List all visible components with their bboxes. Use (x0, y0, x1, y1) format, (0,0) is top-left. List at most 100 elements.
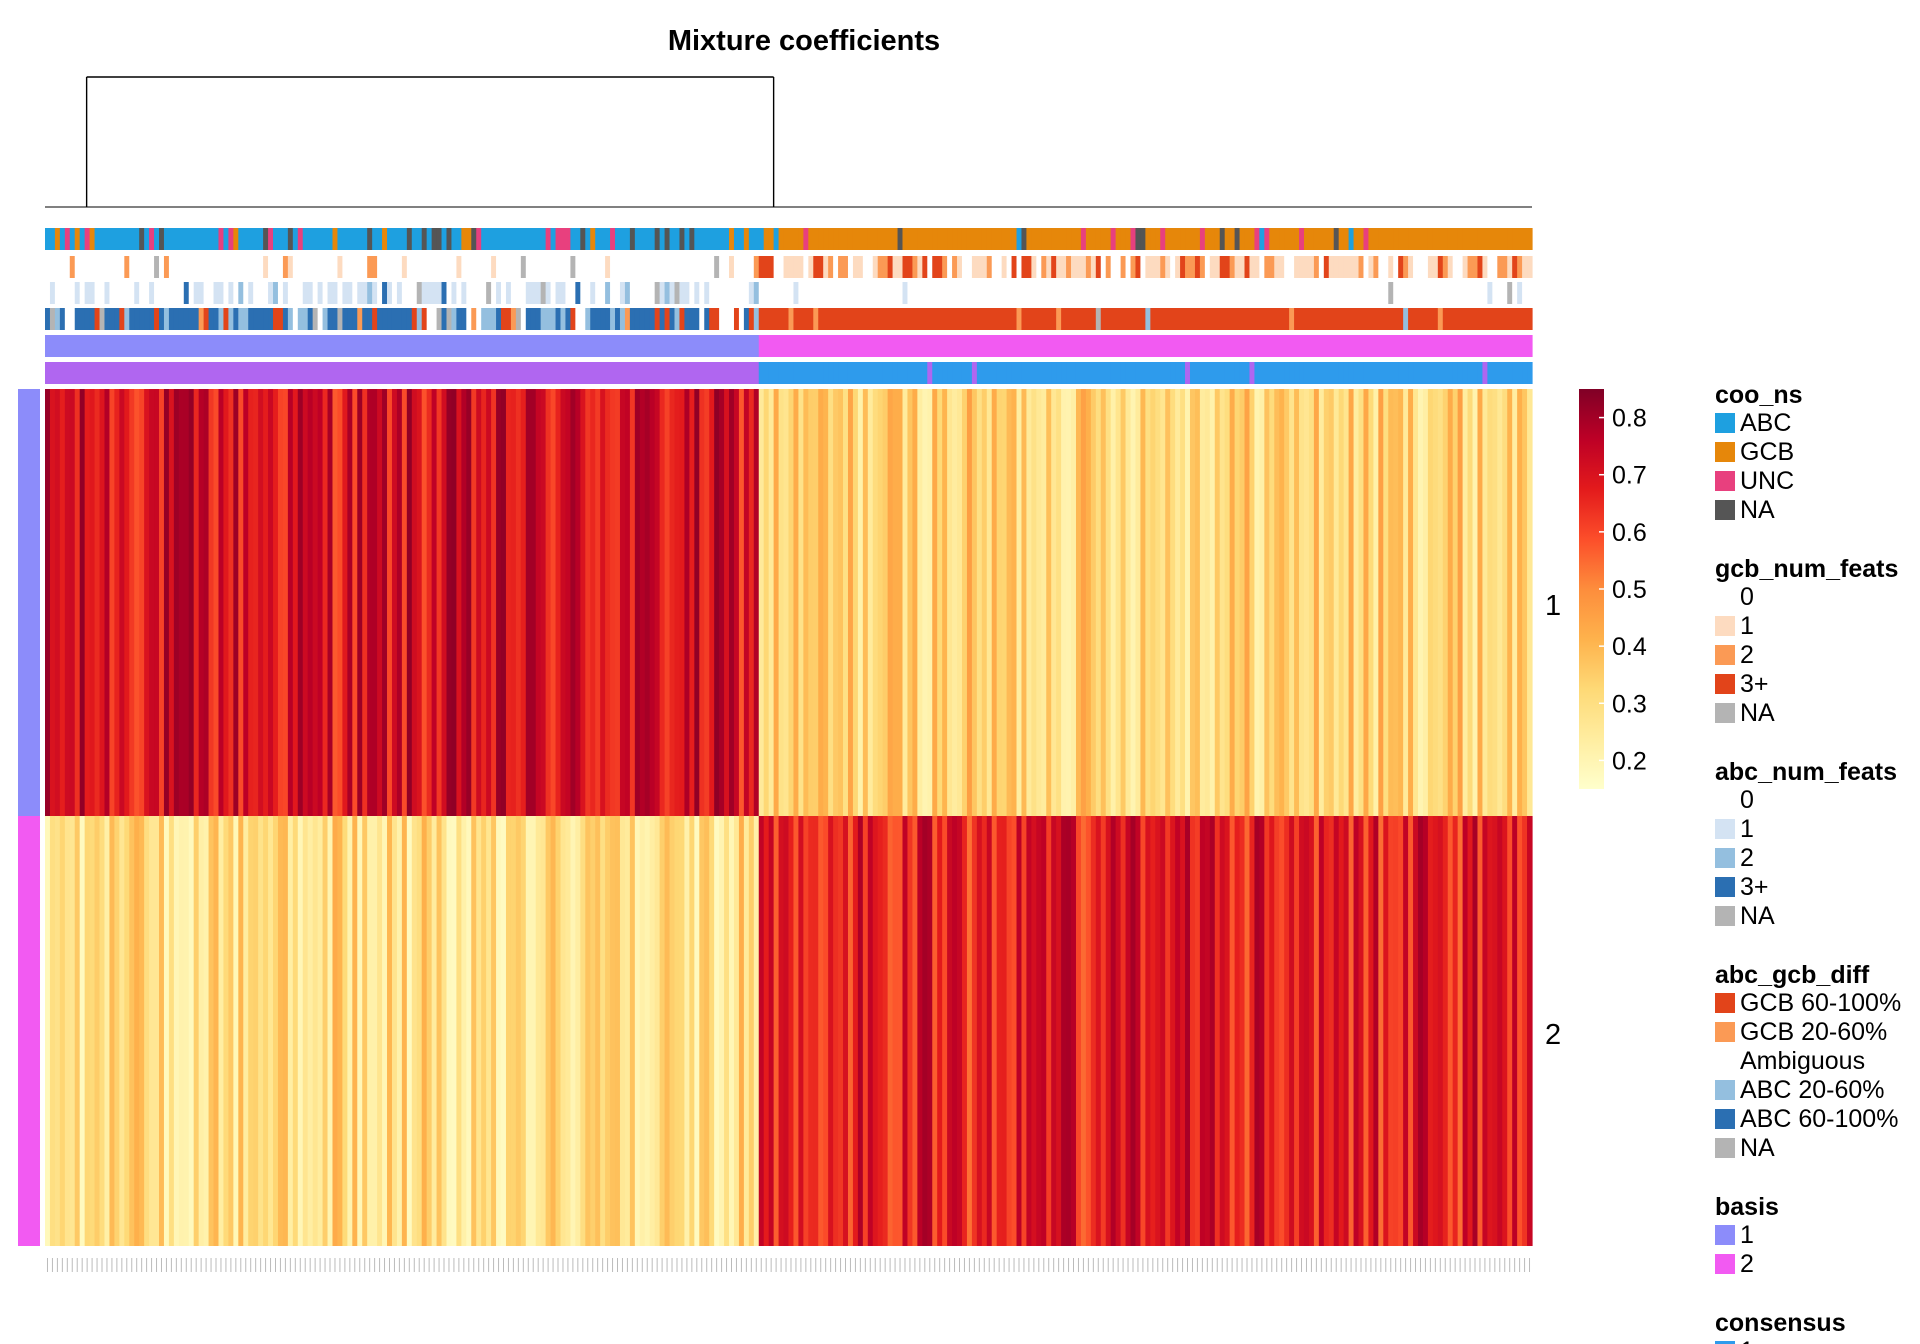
annotation-cell-basis (1165, 335, 1171, 357)
annotation-cell-coo-ns (89, 228, 96, 250)
annotation-cell-gcb-num-feats (1472, 256, 1479, 278)
annotation-cell-abc-gcb-diff (530, 308, 537, 330)
heatmap-cell-row2 (1066, 816, 1072, 1246)
annotation-cell-abc-num-feats (1308, 282, 1315, 304)
annotation-cell-gcb-num-feats (183, 256, 190, 278)
heatmap-cell-row2 (1189, 816, 1196, 1246)
heatmap-cell-row1 (1413, 389, 1419, 816)
annotation-cell-consensus (1165, 362, 1171, 384)
heatmap-cell-row1 (79, 389, 86, 816)
annotation-cell-abc-gcb-diff (1477, 308, 1484, 330)
heatmap-cell-row1 (1249, 389, 1256, 816)
heatmap-cell-row1 (134, 389, 140, 816)
annotation-cell-basis (1031, 335, 1037, 357)
annotation-cell-basis (585, 335, 591, 357)
heatmap-cell-row1 (1418, 389, 1424, 816)
annotation-cell-consensus (615, 362, 621, 384)
annotation-cell-gcb-num-feats (961, 256, 968, 278)
heatmap-cell-row2 (203, 816, 210, 1246)
annotation-cell-basis (1056, 335, 1062, 357)
annotation-cell-abc-gcb-diff (585, 308, 591, 330)
annotation-cell-coo-ns (134, 228, 140, 250)
heatmap-cell-row1 (228, 389, 234, 816)
heatmap-cell-row2 (1328, 816, 1335, 1246)
heatmap-cell-row1 (178, 389, 185, 816)
annotation-cell-consensus (699, 362, 705, 384)
annotation-cell-consensus (406, 362, 413, 384)
annotation-cell-gcb-num-feats (1194, 256, 1201, 278)
heatmap-cell-row2 (1175, 816, 1181, 1246)
annotation-cell-basis (1427, 335, 1434, 357)
heatmap-cell-row2 (1264, 816, 1270, 1246)
heatmap-cell-row1 (1437, 389, 1444, 816)
annotation-cell-basis (327, 335, 334, 357)
heatmap-cell-row2 (1492, 816, 1498, 1246)
annotation-cell-gcb-num-feats (530, 256, 537, 278)
annotation-cell-consensus (501, 362, 507, 384)
annotation-cell-abc-gcb-diff (535, 308, 542, 330)
heatmap-cell-row2 (729, 816, 735, 1246)
annotation-cell-abc-num-feats (976, 282, 983, 304)
annotation-cell-basis (367, 335, 373, 357)
heatmap-cell-row2 (1031, 816, 1037, 1246)
annotation-cell-abc-gcb-diff (1487, 308, 1493, 330)
annotation-cell-abc-gcb-diff (729, 308, 735, 330)
annotation-cell-coo-ns (1170, 228, 1176, 250)
annotation-cell-abc-num-feats (1165, 282, 1171, 304)
annotation-cell-gcb-num-feats (45, 256, 51, 278)
annotation-cell-basis (173, 335, 180, 357)
annotation-cell-coo-ns (525, 228, 532, 250)
heatmap-cell-row1 (912, 389, 918, 816)
colorbar: 0.80.70.60.50.40.30.2 (1579, 389, 1647, 789)
annotation-cell-abc-gcb-diff (461, 308, 467, 330)
heatmap-cell-row1 (937, 389, 943, 816)
heatmap-cell-row2 (1254, 816, 1260, 1246)
heatmap-cell-row2 (748, 816, 755, 1246)
legend: coo_nsABCGCBUNCNAgcb_num_feats0123+NAabc… (1715, 381, 1901, 1344)
annotation-cell-abc-num-feats (560, 282, 567, 304)
heatmap-cell-row1 (545, 389, 552, 816)
heatmap-cell-row1 (297, 389, 304, 816)
annotation-cell-abc-gcb-diff (957, 308, 963, 330)
heatmap-cell-row2 (79, 816, 86, 1246)
heatmap-cell-row1 (1427, 389, 1434, 816)
annotation-cell-coo-ns (1294, 228, 1300, 250)
annotation-cell-abc-num-feats (570, 282, 576, 304)
annotation-cell-basis (1363, 335, 1370, 357)
annotation-cell-abc-num-feats (45, 282, 51, 304)
annotation-cell-abc-gcb-diff (610, 308, 616, 330)
annotation-cell-gcb-num-feats (515, 256, 522, 278)
annotation-cell-abc-gcb-diff (268, 308, 274, 330)
annotation-cell-coo-ns (550, 228, 557, 250)
annotation-cell-gcb-num-feats (808, 256, 814, 278)
annotation-cell-abc-num-feats (966, 282, 973, 304)
annotation-cell-basis (1323, 335, 1330, 357)
annotation-cell-abc-num-feats (1502, 282, 1508, 304)
annotation-cell-coo-ns (1358, 228, 1365, 250)
heatmap-cell-row1 (168, 389, 175, 816)
heatmap-cell-row1 (867, 389, 874, 816)
heatmap-cell-row2 (421, 816, 428, 1246)
annotation-cell-gcb-num-feats (520, 256, 527, 278)
annotation-cell-basis (947, 335, 953, 357)
annotation-cell-abc-gcb-diff (109, 308, 115, 330)
annotation-cell-abc-gcb-diff (332, 308, 339, 330)
annotation-cell-consensus (486, 362, 492, 384)
heatmap-cell-row1 (183, 389, 190, 816)
heatmap-cell-row1 (773, 389, 780, 816)
annotation-cell-abc-num-feats (1333, 282, 1340, 304)
annotation-cell-abc-num-feats (719, 282, 725, 304)
colorbar-tick-label: 0.5 (1612, 576, 1647, 604)
annotation-cell-abc-gcb-diff (1120, 308, 1127, 330)
heatmap-cell-row1 (411, 389, 418, 816)
annotation-cell-basis (610, 335, 616, 357)
annotation-cell-abc-gcb-diff (178, 308, 185, 330)
heatmap-cell-row2 (466, 816, 472, 1246)
annotation-cell-coo-ns (694, 228, 700, 250)
annotation-cell-consensus (530, 362, 537, 384)
annotation-cell-gcb-num-feats (411, 256, 418, 278)
annotation-cell-basis (882, 335, 889, 357)
heatmap-cell-row1 (1155, 389, 1161, 816)
annotation-cell-gcb-num-feats (421, 256, 428, 278)
heatmap-cell-row2 (1071, 816, 1077, 1246)
